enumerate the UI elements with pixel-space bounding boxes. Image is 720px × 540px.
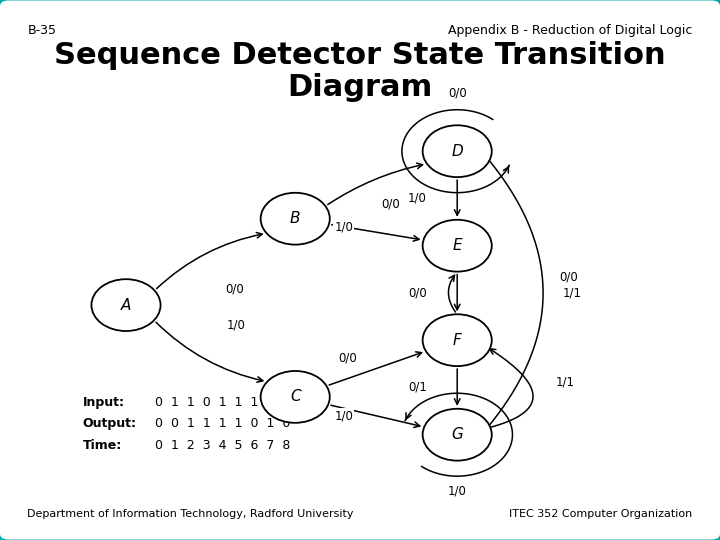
Text: 0  0  1  1  1  1  0  1  0: 0 0 1 1 1 1 0 1 0	[155, 417, 290, 430]
Text: 0/0: 0/0	[381, 197, 400, 211]
Text: Diagram: Diagram	[287, 73, 433, 102]
Text: G: G	[451, 427, 463, 442]
Text: 1/0: 1/0	[448, 485, 467, 498]
Text: 0  1  1  0  1  1  1  0  0: 0 1 1 0 1 1 1 0 0	[155, 396, 290, 409]
Text: 0  1  2  3  4  5  6  7  8: 0 1 2 3 4 5 6 7 8	[155, 439, 290, 452]
Text: D: D	[451, 144, 463, 159]
Text: 1/1: 1/1	[556, 375, 575, 389]
Text: E: E	[452, 238, 462, 253]
Text: Sequence Detector State Transition: Sequence Detector State Transition	[54, 40, 666, 70]
Circle shape	[261, 193, 330, 245]
Text: 1/0: 1/0	[334, 220, 354, 233]
Text: Department of Information Technology, Radford University: Department of Information Technology, Ra…	[27, 509, 354, 519]
Text: B-35: B-35	[27, 24, 56, 37]
Text: Time:: Time:	[83, 439, 122, 452]
Circle shape	[423, 220, 492, 272]
Text: Appendix B - Reduction of Digital Logic: Appendix B - Reduction of Digital Logic	[449, 24, 693, 37]
Text: 0/1: 0/1	[408, 381, 427, 394]
Text: Input:: Input:	[83, 396, 125, 409]
Circle shape	[423, 409, 492, 461]
Circle shape	[423, 125, 492, 177]
Text: 0/0: 0/0	[338, 351, 357, 364]
Text: 0/0: 0/0	[559, 270, 578, 284]
Text: 1/1: 1/1	[563, 286, 582, 300]
Circle shape	[91, 279, 161, 331]
Text: ITEC 352 Computer Organization: ITEC 352 Computer Organization	[509, 509, 693, 519]
Text: 1/0: 1/0	[227, 318, 246, 331]
Text: 0/0: 0/0	[408, 286, 427, 300]
Text: C: C	[290, 389, 300, 404]
Text: Output:: Output:	[83, 417, 137, 430]
Circle shape	[423, 314, 492, 366]
Text: F: F	[453, 333, 462, 348]
Circle shape	[261, 371, 330, 423]
Text: 1/0: 1/0	[334, 409, 354, 422]
Text: 0/0: 0/0	[448, 86, 467, 99]
Text: 0/0: 0/0	[225, 282, 244, 295]
Text: 1/0: 1/0	[408, 192, 427, 205]
Text: B: B	[290, 211, 300, 226]
Text: A: A	[121, 298, 131, 313]
